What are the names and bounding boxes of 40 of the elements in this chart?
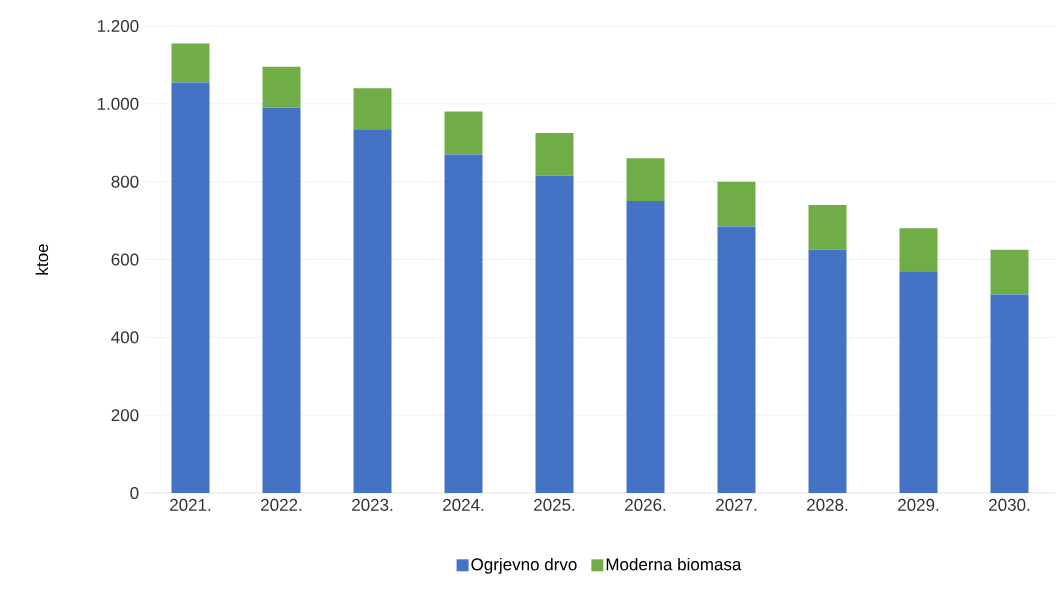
bar xyxy=(990,249,1029,295)
bar xyxy=(717,226,756,493)
bar xyxy=(808,205,847,250)
bar xyxy=(535,175,574,493)
legend-label: Moderna biomasa xyxy=(606,557,742,571)
y-tick-label: 1.200 xyxy=(97,19,139,33)
y-tick-label: 400 xyxy=(111,331,139,344)
bar xyxy=(899,228,938,272)
bar xyxy=(899,271,938,493)
bar xyxy=(353,129,392,493)
bar xyxy=(717,181,756,227)
x-tick-label: 2026. xyxy=(625,498,666,511)
x-tick-label: 2028. xyxy=(807,498,848,511)
y-tick-label: 600 xyxy=(111,253,139,266)
x-tick-label: 2029. xyxy=(898,498,939,511)
x-tick-label: 2022. xyxy=(261,498,302,511)
bar xyxy=(171,43,210,83)
bar xyxy=(262,66,301,108)
bar xyxy=(353,88,392,130)
x-tick-label: 2024. xyxy=(443,498,484,511)
bar xyxy=(626,158,665,202)
bar xyxy=(535,133,574,176)
bar xyxy=(444,111,483,155)
x-tick-label: 2025. xyxy=(534,498,575,511)
legend-label: Ogrjevno drvo xyxy=(471,557,577,574)
y-axis-title: ktoe xyxy=(35,244,49,275)
bar xyxy=(444,154,483,493)
y-tick-label: 800 xyxy=(111,175,139,188)
x-tick-label: 2030. xyxy=(989,498,1030,511)
y-tick-label: 1.000 xyxy=(97,97,139,110)
bar xyxy=(808,249,847,493)
y-tick-label: 0 xyxy=(130,486,139,500)
x-tick-label: 2021. xyxy=(170,498,211,511)
bar xyxy=(171,82,210,493)
x-tick-label: 2027. xyxy=(716,498,757,511)
bar xyxy=(626,201,665,493)
bar xyxy=(990,294,1029,493)
bar xyxy=(262,107,301,493)
x-tick-label: 2023. xyxy=(352,498,393,511)
y-tick-label: 200 xyxy=(111,409,139,422)
